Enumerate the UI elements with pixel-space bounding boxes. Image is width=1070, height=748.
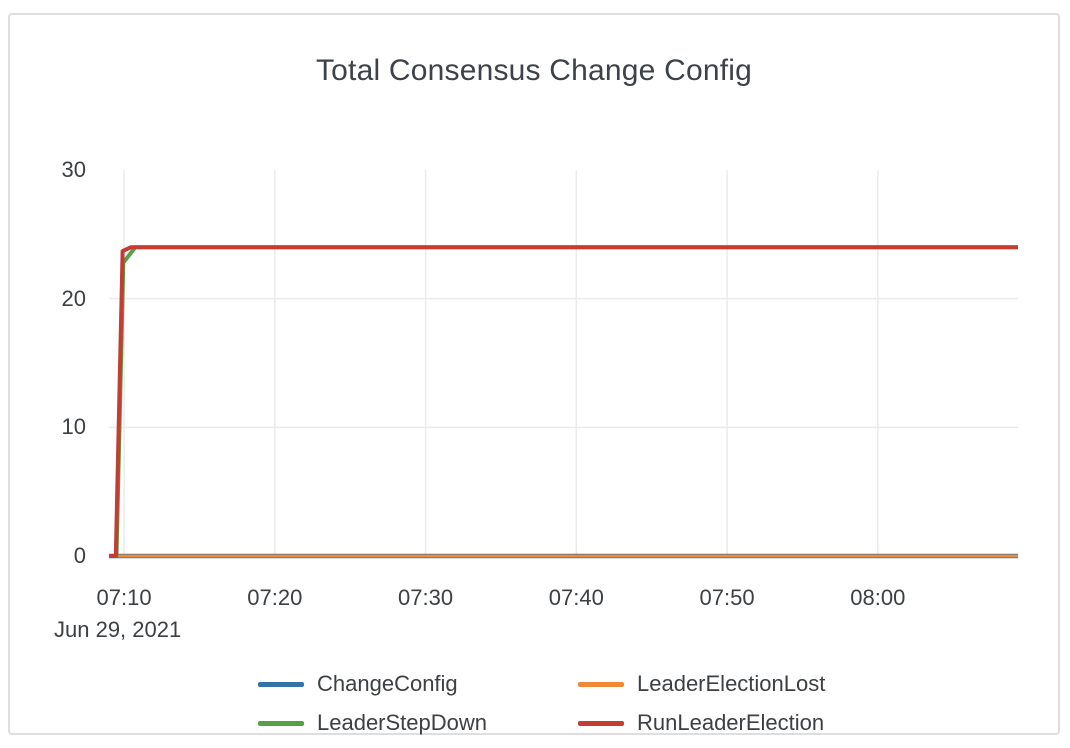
legend-label: LeaderElectionLost: [637, 671, 826, 696]
plot-area: [109, 170, 1018, 559]
legend-label: ChangeConfig: [317, 671, 458, 696]
legend: ChangeConfig LeaderElectionLost LeaderStep…: [258, 671, 825, 736]
x-tick-label: 07:50: [699, 585, 755, 610]
legend-item-LeaderElectionLost[interactable]: LeaderElectionLost: [578, 671, 825, 697]
y-tick-label: 30: [61, 157, 86, 182]
chart-title: Total Consensus Change Config: [315, 54, 753, 87]
y-tick-label: 0: [73, 543, 86, 568]
x-tick-label: 08:00: [850, 585, 906, 610]
legend-item-ChangeConfig[interactable]: ChangeConfig: [258, 671, 578, 697]
chart-card: Total Consensus Change Config 0 10 20 30 07…: [8, 13, 1060, 735]
x-tick-label: 07:20: [247, 585, 303, 610]
x-axis-date-label: Jun 29, 2021: [54, 617, 182, 642]
series-line-RunLeaderElection: [109, 245, 1018, 558]
legend-label: LeaderStepDown: [317, 710, 488, 735]
legend-item-LeaderStepDown[interactable]: LeaderStepDown: [258, 710, 578, 736]
x-tick-label: 07:30: [398, 585, 454, 610]
legend-swatch-ChangeConfig: [258, 681, 304, 687]
legend-swatch-LeaderStepDown: [258, 720, 304, 726]
series-line-LeaderStepDown: [109, 245, 1018, 558]
legend-swatch-LeaderElectionLost: [578, 681, 624, 687]
x-tick-label: 07:40: [548, 585, 604, 610]
y-tick-label: 20: [61, 285, 86, 311]
legend-item-RunLeaderElection[interactable]: RunLeaderElection: [578, 710, 825, 736]
legend-swatch-RunLeaderElection: [578, 720, 624, 726]
x-tick-label: 07:10: [96, 585, 152, 610]
legend-label: RunLeaderElection: [637, 710, 825, 735]
y-tick-label: 10: [61, 414, 86, 440]
